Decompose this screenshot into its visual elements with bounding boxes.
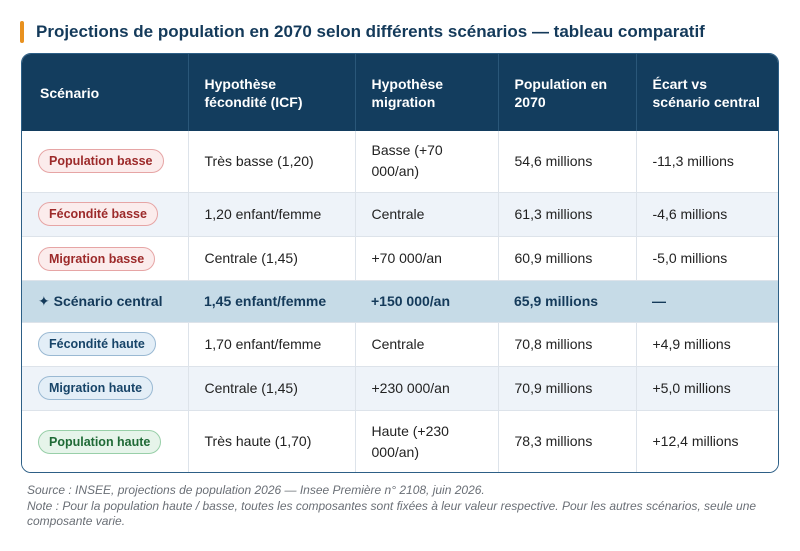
fertility-cell: 1,70 enfant/femme: [188, 322, 356, 367]
table-row: Migration haute Centrale (1,45) +230 000…: [22, 366, 778, 412]
migration-cell: Haute (+230 000/an): [355, 410, 499, 472]
header-gap: Écart vs scénario central: [636, 54, 778, 131]
title-accent-bar: [20, 21, 24, 43]
fertility-cell: Centrale (1,45): [188, 366, 356, 412]
gap-cell: -4,6 millions: [636, 192, 778, 238]
population-cell: 60,9 millions: [498, 236, 637, 282]
table-row: Population basse Très basse (1,20) Basse…: [22, 131, 778, 193]
table-row: Population haute Très haute (1,70) Haute…: [22, 410, 778, 472]
method-note: Note : Pour la population haute / basse,…: [27, 498, 757, 529]
population-cell: 65,9 millions: [498, 280, 636, 323]
fertility-cell: 1,45 enfant/femme: [188, 280, 355, 323]
population-cell: 70,9 millions: [498, 366, 637, 412]
comparison-table: Scénario Hypothèse fécondité (ICF) Hypot…: [22, 54, 778, 472]
fertility-cell: Très haute (1,70): [188, 410, 356, 472]
table-body: Population basse Très basse (1,20) Basse…: [22, 131, 778, 472]
population-cell: 70,8 millions: [498, 322, 637, 367]
gap-cell: —: [636, 280, 778, 323]
scenario-cell: Population basse: [22, 131, 189, 193]
gap-cell: -11,3 millions: [636, 131, 778, 193]
table-row: Fécondité basse 1,20 enfant/femme Centra…: [22, 192, 778, 238]
scenario-cell: Fécondité haute: [22, 322, 189, 367]
footnote: Source : INSEE, projections de populatio…: [27, 483, 787, 530]
scenario-badge-high: Fécondité haute: [38, 332, 156, 357]
gap-cell: +4,9 millions: [636, 322, 778, 367]
migration-cell: +230 000/an: [355, 366, 499, 412]
table-header: Scénario Hypothèse fécondité (ICF) Hypot…: [22, 54, 778, 131]
migration-cell: Basse (+70 000/an): [355, 131, 499, 193]
fertility-cell: Centrale (1,45): [188, 236, 356, 282]
scenario-badge-low: Fécondité basse: [38, 202, 158, 227]
gap-cell: +5,0 millions: [636, 366, 778, 412]
migration-cell: Centrale: [355, 192, 499, 238]
scenario-cell: ✦ Scénario central: [22, 280, 188, 323]
fertility-cell: 1,20 enfant/femme: [188, 192, 356, 238]
population-cell: 54,6 millions: [498, 131, 637, 193]
population-cell: 61,3 millions: [498, 192, 637, 238]
table-row-central: ✦ Scénario central 1,45 enfant/femme +15…: [22, 280, 778, 323]
population-cell: 78,3 millions: [498, 410, 637, 472]
gap-cell: -5,0 millions: [636, 236, 778, 282]
fertility-cell: Très basse (1,20): [188, 131, 356, 193]
scenario-cell: Migration basse: [22, 236, 189, 282]
table-row: Migration basse Centrale (1,45) +70 000/…: [22, 236, 778, 282]
header-migration: Hypothèse migration: [355, 54, 499, 131]
migration-cell: +70 000/an: [355, 236, 499, 282]
page-title: Projections de population en 2070 selon …: [36, 22, 705, 41]
scenario-badge-high: Migration haute: [38, 376, 154, 401]
gap-cell: +12,4 millions: [636, 410, 778, 472]
scenario-badge-green: Population haute: [38, 429, 162, 454]
scenario-badge-low: Population basse: [38, 149, 164, 174]
central-scenario-label: ✦ Scénario central: [38, 292, 163, 309]
scenario-cell: Migration haute: [22, 366, 189, 412]
table-row: Fécondité haute 1,70 enfant/femme Centra…: [22, 322, 778, 367]
title-bar: Projections de population en 2070 selon …: [20, 20, 705, 44]
scenario-badge-low: Migration basse: [38, 246, 156, 271]
scenario-cell: Population haute: [22, 410, 189, 472]
migration-cell: Centrale: [355, 322, 499, 367]
header-scenario: Scénario: [22, 54, 189, 131]
source-note: Source : INSEE, projections de populatio…: [27, 483, 485, 497]
comparison-table-card: Scénario Hypothèse fécondité (ICF) Hypot…: [21, 53, 779, 473]
header-population: Population en 2070: [498, 54, 637, 131]
scenario-cell: Fécondité basse: [22, 192, 189, 238]
table-header-row: Scénario Hypothèse fécondité (ICF) Hypot…: [22, 54, 778, 131]
migration-cell: +150 000/an: [355, 280, 498, 323]
header-fertility: Hypothèse fécondité (ICF): [188, 54, 356, 131]
